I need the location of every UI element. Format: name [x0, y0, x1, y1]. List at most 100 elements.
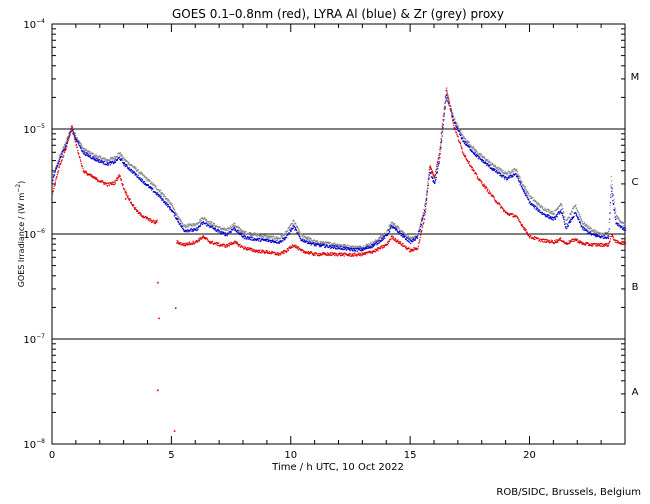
data-point	[571, 238, 573, 241]
data-point	[471, 166, 474, 169]
data-point	[221, 232, 224, 234]
data-point	[361, 247, 364, 249]
data-point	[393, 223, 395, 225]
data-point	[459, 141, 461, 144]
data-point	[370, 247, 372, 249]
data-point	[400, 231, 402, 233]
data-point	[88, 151, 90, 153]
data-point	[159, 189, 162, 191]
data-point	[314, 252, 316, 254]
data-point	[387, 242, 389, 244]
data-point	[286, 250, 288, 252]
data-point	[232, 223, 234, 225]
data-point	[446, 98, 448, 100]
data-point	[376, 244, 378, 246]
data-point	[615, 218, 617, 221]
data-point	[356, 255, 358, 257]
data-point	[52, 174, 54, 176]
data-point	[494, 165, 497, 167]
data-point	[202, 235, 205, 237]
data-point	[210, 242, 212, 244]
data-point	[134, 172, 136, 175]
data-point	[374, 248, 376, 251]
data-point	[427, 183, 429, 185]
data-point	[504, 178, 506, 180]
data-point	[239, 227, 241, 229]
data-point	[329, 253, 331, 255]
data-point	[353, 254, 355, 256]
data-point	[165, 201, 167, 203]
data-point	[92, 176, 94, 179]
data-point	[336, 246, 338, 248]
data-point	[456, 134, 458, 136]
data-point	[89, 173, 91, 175]
data-point	[314, 254, 316, 256]
data-point	[625, 229, 627, 231]
data-point	[391, 235, 393, 237]
data-point	[336, 253, 338, 255]
data-point	[625, 242, 627, 244]
data-point	[396, 240, 399, 242]
data-point	[559, 239, 561, 241]
data-point	[218, 230, 220, 232]
data-point	[262, 250, 264, 252]
data-point	[327, 254, 329, 256]
data-point	[238, 233, 240, 235]
data-point	[419, 223, 421, 226]
data-point	[484, 184, 486, 187]
data-point	[557, 208, 559, 210]
data-point	[128, 198, 130, 200]
data-point	[401, 234, 403, 236]
data-point	[171, 210, 173, 212]
data-point	[508, 175, 510, 177]
data-point	[246, 248, 248, 250]
data-point	[198, 238, 200, 240]
data-point	[421, 219, 423, 221]
data-point	[281, 234, 284, 236]
data-point	[589, 244, 591, 247]
data-point	[339, 246, 341, 248]
data-point	[65, 141, 67, 143]
data-point	[482, 159, 484, 162]
data-point	[208, 241, 210, 243]
data-point	[545, 214, 547, 216]
data-point	[423, 214, 425, 216]
data-point	[623, 222, 625, 224]
data-point	[265, 237, 267, 239]
data-point	[167, 198, 169, 201]
data-point	[585, 242, 587, 244]
data-point	[482, 184, 484, 187]
data-point	[192, 224, 195, 226]
data-point	[59, 155, 62, 157]
data-point	[491, 195, 493, 197]
data-point	[595, 230, 597, 232]
data-point	[437, 165, 439, 167]
data-point	[276, 237, 278, 240]
data-point	[447, 94, 449, 96]
data-point	[287, 249, 290, 252]
data-point	[562, 241, 565, 243]
data-point	[294, 227, 296, 229]
data-point	[332, 253, 335, 255]
data-series-layer	[52, 87, 627, 432]
data-point	[131, 165, 133, 167]
data-point	[313, 239, 316, 241]
data-point	[582, 222, 584, 224]
data-point	[461, 148, 463, 150]
data-point	[174, 211, 176, 213]
data-point	[517, 174, 519, 176]
data-point	[113, 162, 115, 164]
data-point	[109, 160, 111, 162]
data-point	[95, 158, 97, 160]
data-point	[268, 251, 271, 253]
data-point	[205, 220, 207, 222]
data-point	[540, 205, 542, 208]
data-point	[454, 121, 456, 124]
data-point	[192, 223, 194, 225]
data-point	[505, 176, 507, 178]
data-point	[623, 242, 626, 244]
data-point	[510, 176, 512, 179]
data-point	[298, 229, 300, 231]
data-point	[503, 175, 505, 177]
data-point	[405, 247, 407, 249]
